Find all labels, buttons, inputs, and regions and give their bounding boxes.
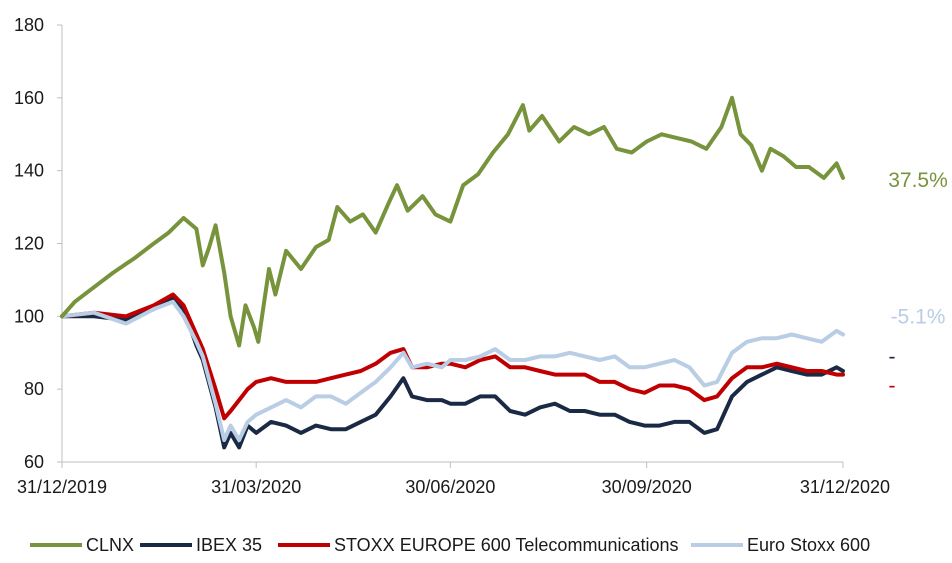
end-label-ibex-35: - [889, 345, 896, 368]
legend: CLNX IBEX 35 STOXX EUROPE 600 Telecommunic… [30, 535, 870, 555]
x-tick-label: 31/12/2019 [17, 477, 107, 497]
end-label-clnx: 37.5% [888, 169, 948, 192]
y-tick-label: 80 [24, 379, 44, 399]
y-tick-label: 120 [14, 234, 44, 254]
end-label-stoxx-europe-600-telecommunications: - [889, 375, 896, 398]
x-tick-label: 30/09/2020 [602, 477, 692, 497]
x-tick-label: 31/12/2020 [800, 477, 890, 497]
y-tick-label: 100 [14, 306, 44, 326]
x-tick-label: 30/06/2020 [405, 477, 495, 497]
x-tick-label: 31/03/2020 [211, 477, 301, 497]
y-tick-label: 160 [14, 88, 44, 108]
series-line-stoxx-europe-600-telecommunications [60, 292, 845, 421]
legend-label-euro-stoxx-600: Euro Stoxx 600 [747, 535, 870, 555]
legend-label-ibex-35: IBEX 35 [196, 535, 262, 555]
end-labels: 37.5% -5.1% - - [888, 169, 948, 398]
series-lines [60, 95, 845, 450]
end-label-euro-stoxx-600: -5.1% [891, 305, 946, 328]
y-tick-label: 60 [24, 452, 44, 472]
axes: 60 80 100 120 140 160 180 31/12/2019 31/03/2020 3… [14, 15, 890, 497]
legend-label-clnx: CLNX [86, 535, 134, 555]
legend-label-stoxx-europe-600-telecommunications: STOXX EUROPE 600 Telecommunications [334, 535, 679, 555]
series-line-ibex-35 [60, 296, 845, 450]
y-tick-label: 180 [14, 15, 44, 35]
series-line-euro-stoxx-600 [60, 299, 845, 443]
series-line-clnx [60, 95, 845, 348]
y-tick-label: 140 [14, 161, 44, 181]
